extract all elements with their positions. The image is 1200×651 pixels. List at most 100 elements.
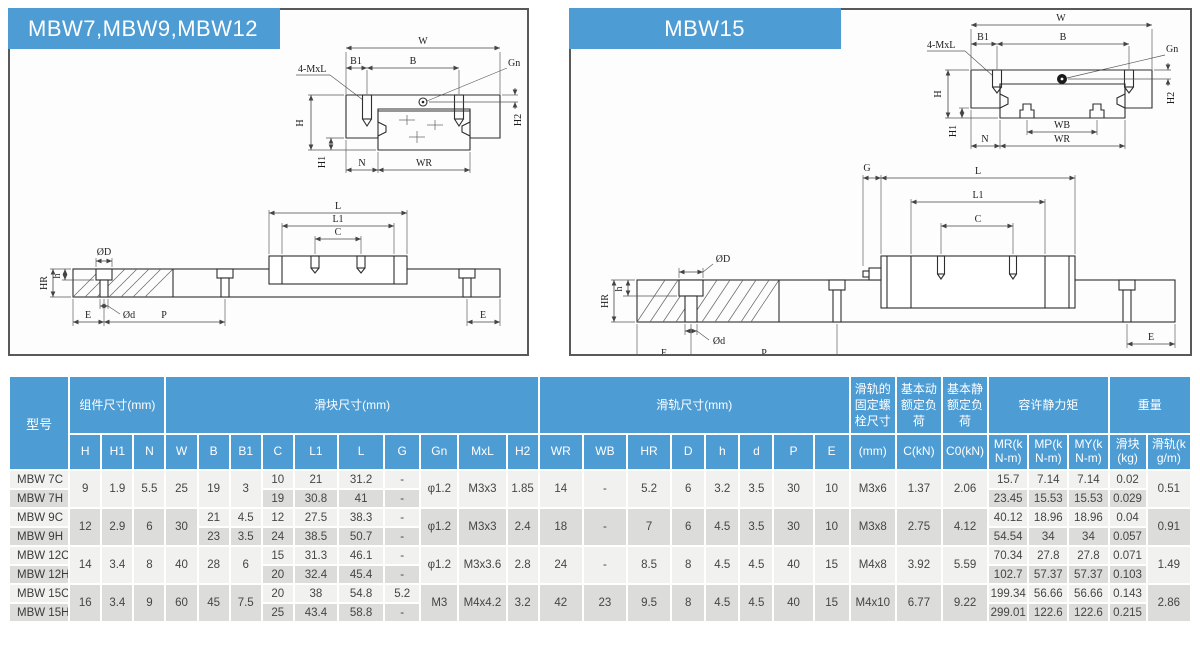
cell-bolt: M4x8 xyxy=(848,545,897,585)
cell-WR: 24 xyxy=(537,545,584,585)
dim-label-od-small: Ød xyxy=(123,310,135,321)
cell-L: 46.1 xyxy=(336,545,386,566)
cell-MxL: M4x4.2 xyxy=(457,583,508,623)
dim-label-h: H xyxy=(933,90,944,97)
cell-WR: 14 xyxy=(537,469,584,509)
dim-label-od: ØD xyxy=(97,247,111,258)
cell-Cc: 15 xyxy=(260,545,295,566)
dim-label-h-small: h xyxy=(52,274,63,279)
cell-MR: 54.54 xyxy=(987,526,1030,547)
cell-H1: 3.4 xyxy=(100,545,135,585)
cell-CkN: 2.75 xyxy=(894,507,943,547)
cell-E: 15 xyxy=(812,583,851,623)
cell-Gn: φ1.2 xyxy=(419,545,460,585)
sub-header: WB xyxy=(581,433,629,471)
group-header-row: 型号 组件尺寸(mm) 滑块尺寸(mm) 滑轨尺寸(mm) 滑轨的固定螺栓尺寸 基本动额… xyxy=(7,375,1193,471)
cell-W: 40 xyxy=(164,545,199,585)
table-row: MBW 9H 23 3.5 24 38.5 50.7-54.54 34 34 0.057 xyxy=(7,526,1191,547)
datasheet-page: MBW7,MBW9,MBW12 W B1 B 4-MxL Gn xyxy=(7,8,1193,623)
cell-MY: 34 xyxy=(1067,526,1110,547)
cell-blockKg: 0.071 xyxy=(1107,545,1148,566)
model-cell: MBW 9H xyxy=(7,526,71,547)
cell-H2: 1.85 xyxy=(505,469,540,509)
cell-blockKg: 0.215 xyxy=(1107,602,1148,623)
table-row: MBW 15C 16 3.4 9 60 45 7.5 20 38 54.8 5.2 M3 M4x4.2 3… xyxy=(7,583,1193,623)
cell-CkN: 6.77 xyxy=(894,583,943,623)
cell-MP: 27.8 xyxy=(1027,545,1070,566)
cell-B: 21 xyxy=(196,507,231,528)
cell-MP: 15.53 xyxy=(1027,488,1070,509)
cell-E: 10 xyxy=(812,507,851,547)
sub-header: MR(kN-m) xyxy=(987,433,1030,471)
cell-MY: 122.6 xyxy=(1067,602,1110,623)
cell-WR: 42 xyxy=(537,583,584,623)
spec-table-head: 型号 组件尺寸(mm) 滑块尺寸(mm) 滑轨尺寸(mm) 滑轨的固定螺栓尺寸 基本动额… xyxy=(7,375,1193,471)
cell-bolt: M3x8 xyxy=(848,507,897,547)
dim-label-l1: L1 xyxy=(332,214,343,225)
cell-G: - xyxy=(383,602,422,623)
dim-label-c: C xyxy=(335,227,342,238)
cell-B1: 3 xyxy=(228,469,263,509)
dim-label-h2: H2 xyxy=(513,114,524,126)
cell-MxL: M3x3.6 xyxy=(457,545,508,585)
sub-header: B1 xyxy=(228,433,263,471)
sub-header: H2 xyxy=(505,433,540,471)
cell-C0kN: 4.12 xyxy=(940,507,990,547)
group-header: 滑轨的固定螺栓尺寸 xyxy=(848,375,897,435)
cell-MR: 102.7 xyxy=(987,564,1030,585)
cell-MY: 15.53 xyxy=(1067,488,1110,509)
cell-h: 4.5 xyxy=(704,583,741,623)
cell-bolt: M3x6 xyxy=(848,469,897,509)
dim-label-p: P xyxy=(761,348,767,354)
dim-label-b: B xyxy=(410,56,417,67)
model-column-header: 型号 xyxy=(7,375,71,471)
model-cell: MBW 7H xyxy=(7,488,71,509)
cell-MP: 56.66 xyxy=(1027,583,1070,604)
sub-header: H1 xyxy=(100,433,135,471)
cell-W: 60 xyxy=(164,583,199,623)
drawing-panel-mbw7-9-12: MBW7,MBW9,MBW12 W B1 B 4-MxL Gn xyxy=(8,8,529,356)
cell-L: 38.3 xyxy=(336,507,386,528)
cell-N: 8 xyxy=(132,545,167,585)
dim-label-h1: H1 xyxy=(948,125,959,137)
sub-header: MxL xyxy=(457,433,508,471)
model-cell: MBW 12C xyxy=(7,545,71,566)
cell-WB: - xyxy=(581,469,629,509)
cell-N: 9 xyxy=(132,583,167,623)
dim-label-e: E xyxy=(85,310,91,321)
cell-B1: 3.5 xyxy=(228,526,263,547)
cell-H: 12 xyxy=(68,507,103,547)
sub-header: B xyxy=(196,433,231,471)
dim-label-n: N xyxy=(358,158,365,169)
cell-C0kN: 5.59 xyxy=(940,545,990,585)
technical-drawing-mbw7-9-12: W B1 B 4-MxL Gn H xyxy=(39,36,524,326)
cell-B1: 4.5 xyxy=(228,507,263,528)
table-row: MBW 7H 19 30.8 41-23.45 15.53 15.53 0.029 xyxy=(7,488,1191,509)
cell-MY: 56.66 xyxy=(1067,583,1110,604)
sub-header: G xyxy=(383,433,422,471)
cell-H1: 1.9 xyxy=(100,469,135,509)
cell-h: 4.5 xyxy=(704,507,741,547)
cell-CkN: 1.37 xyxy=(894,469,943,509)
sub-header: L1 xyxy=(292,433,340,471)
dim-label-e2: E xyxy=(480,310,486,321)
cell-Cc: 10 xyxy=(260,469,295,490)
cell-Cc: 19 xyxy=(260,488,295,509)
dim-label-h2: H2 xyxy=(1166,92,1177,104)
model-cell: MBW 7C xyxy=(7,469,71,490)
cell-HR: 8.5 xyxy=(625,545,673,585)
panel-title-left: MBW7,MBW9,MBW12 xyxy=(8,8,280,49)
cell-G: - xyxy=(383,469,422,490)
group-header: 滑块尺寸(mm) xyxy=(164,375,540,435)
cell-L: 58.8 xyxy=(336,602,386,623)
cell-H1: 2.9 xyxy=(100,507,135,547)
dim-label-b1: B1 xyxy=(977,32,989,43)
cell-MY: 27.8 xyxy=(1067,545,1110,566)
spec-table-body: MBW 7C 9 1.9 5.5 25 19 3 10 21 31.2- φ1.2 M3x3 1.85 1… xyxy=(7,469,1193,623)
sub-header: H xyxy=(68,433,103,471)
dim-label-l: L xyxy=(975,166,981,177)
cell-railKg: 2.86 xyxy=(1145,583,1193,623)
dim-label-l: L xyxy=(335,201,341,212)
cell-W: 25 xyxy=(164,469,199,509)
